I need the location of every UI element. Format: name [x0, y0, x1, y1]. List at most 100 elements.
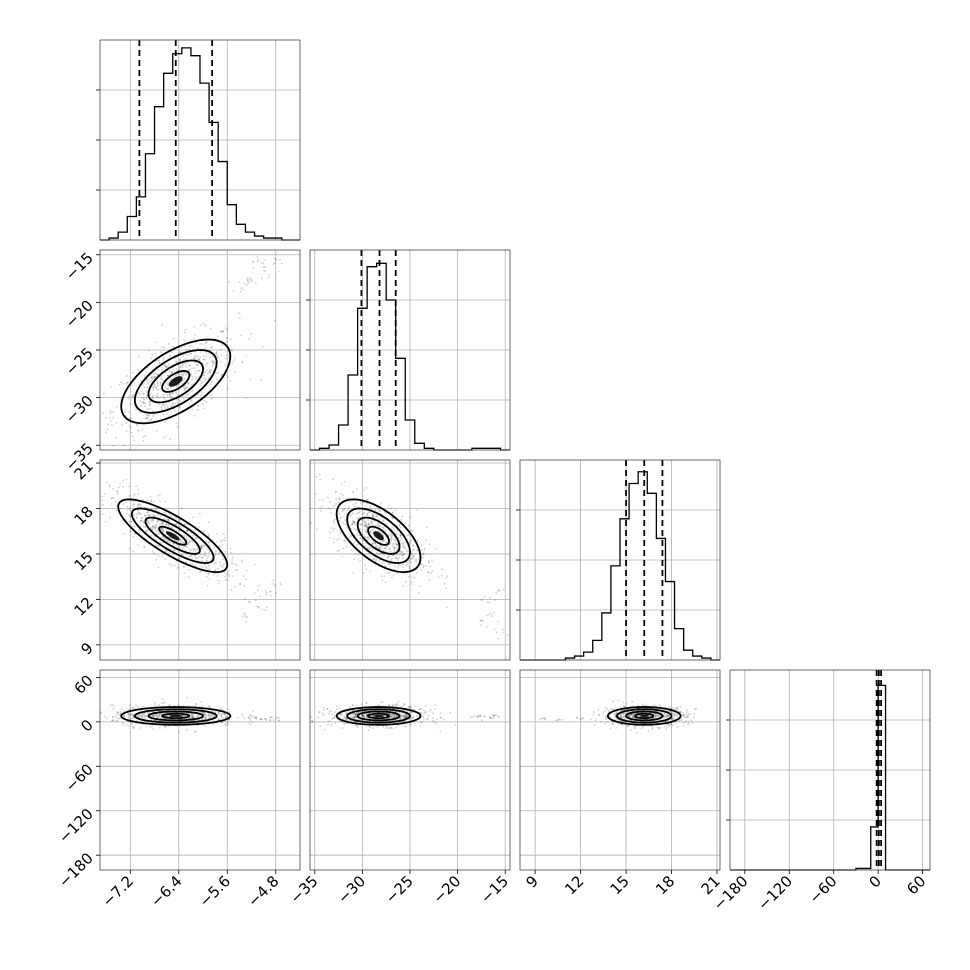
sample-point: [335, 538, 338, 541]
sample-point: [142, 705, 145, 708]
sample-point: [161, 527, 164, 530]
sample-point: [141, 517, 144, 519]
sample-point: [160, 527, 163, 530]
sample-point: [674, 708, 677, 710]
sample-point: [195, 536, 198, 539]
sample-point: [345, 526, 348, 529]
sample-point: [201, 718, 203, 720]
sample-point: [160, 407, 163, 410]
sample-point: [412, 557, 415, 559]
outlier-point: [495, 714, 497, 716]
sample-point: [401, 515, 404, 518]
sample-point: [359, 537, 361, 540]
sample-point: [606, 720, 609, 723]
sample-point: [121, 423, 124, 426]
sample-point: [132, 714, 135, 717]
sample-point: [393, 716, 396, 719]
sample-point: [376, 524, 379, 527]
sample-point: [207, 533, 210, 536]
sample-point: [162, 517, 165, 520]
sample-point: [160, 555, 163, 558]
outlier-point: [271, 716, 273, 718]
sample-point: [191, 378, 194, 381]
sample-point: [135, 423, 138, 426]
sample-point: [194, 730, 197, 733]
sample-point: [379, 510, 382, 513]
sample-point: [396, 521, 399, 523]
sample-point: [374, 542, 377, 544]
sample-point: [191, 714, 194, 717]
sample-point: [175, 367, 178, 370]
sample-point: [125, 382, 128, 385]
sample-point: [206, 372, 209, 375]
sample-point: [118, 714, 120, 717]
sample-point: [192, 548, 195, 551]
sample-point: [400, 714, 403, 717]
sample-point: [686, 716, 689, 719]
sample-point: [355, 704, 358, 707]
sample-point: [153, 527, 156, 530]
sample-point: [156, 716, 159, 719]
sample-point: [146, 417, 148, 420]
sample-point: [179, 366, 182, 369]
sample-point: [658, 714, 661, 717]
sample-point: [162, 358, 165, 360]
sample-point: [170, 395, 172, 398]
sample-point: [349, 515, 352, 517]
sample-point: [247, 722, 250, 724]
sample-point: [670, 710, 673, 713]
outlier-point: [264, 270, 266, 273]
sample-point: [146, 382, 149, 385]
sample-point: [209, 541, 212, 544]
sample-point: [356, 712, 359, 714]
sample-point: [589, 718, 592, 721]
sample-point: [169, 541, 171, 544]
sample-point: [238, 312, 241, 314]
sample-point: [163, 364, 166, 367]
sample-point: [623, 705, 626, 708]
sample-point: [353, 520, 356, 523]
sample-point: [155, 507, 158, 510]
sample-point: [374, 542, 376, 544]
sample-point: [667, 719, 670, 722]
sample-point: [164, 405, 167, 408]
outlier-point: [581, 717, 583, 720]
sample-point: [350, 527, 353, 530]
sample-point: [670, 723, 672, 726]
sample-point: [345, 722, 348, 725]
sample-point: [185, 373, 187, 376]
sample-point: [155, 714, 158, 717]
sample-point: [162, 436, 165, 439]
sample-point: [354, 724, 357, 727]
sample-point: [614, 706, 617, 708]
sample-point: [391, 545, 394, 548]
sample-point: [202, 322, 205, 325]
sample-point: [415, 572, 418, 575]
sample-point: [411, 711, 414, 714]
grid-lines: [310, 250, 510, 450]
sample-point: [338, 501, 340, 504]
sample-point: [156, 714, 159, 717]
sample-point: [155, 526, 158, 529]
sample-point: [657, 715, 660, 717]
sample-point: [651, 728, 654, 731]
sample-point: [389, 548, 391, 551]
sample-point: [145, 417, 148, 419]
sample-point: [145, 715, 148, 718]
sample-point: [183, 715, 185, 717]
sample-point: [392, 511, 395, 514]
sample-point: [150, 715, 152, 718]
sample-point: [191, 715, 194, 717]
sample-point: [374, 543, 377, 546]
sample-point: [130, 530, 132, 533]
sample-point: [186, 696, 189, 699]
sample-point: [409, 541, 411, 543]
sample-point: [375, 524, 377, 527]
sample-point: [336, 708, 338, 711]
sample-point: [390, 714, 393, 717]
sample-point: [392, 716, 395, 719]
sample-point: [179, 358, 182, 361]
sample-point: [400, 537, 403, 540]
sample-point: [363, 523, 366, 525]
